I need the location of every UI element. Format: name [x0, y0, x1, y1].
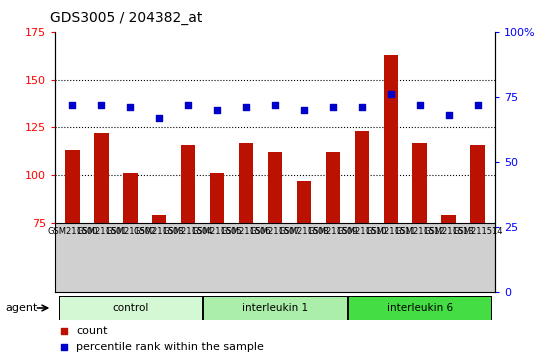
Bar: [268, 152, 282, 223]
Text: interleukin 6: interleukin 6: [387, 303, 453, 313]
Point: [213, 107, 222, 113]
Point: [328, 104, 337, 110]
Bar: [412, 143, 427, 223]
Point: [300, 107, 309, 113]
Bar: [181, 145, 195, 223]
Point: [241, 104, 250, 110]
Point: [184, 102, 192, 108]
Bar: [204, 296, 346, 320]
Point: [68, 102, 77, 108]
Point: [97, 102, 106, 108]
Text: agent: agent: [6, 303, 38, 313]
Bar: [123, 173, 138, 223]
Point: [444, 112, 453, 118]
Point: [415, 102, 424, 108]
Bar: [383, 55, 398, 223]
Bar: [94, 133, 108, 223]
Bar: [59, 296, 202, 320]
Bar: [470, 145, 485, 223]
Bar: [210, 173, 224, 223]
Bar: [152, 215, 167, 223]
Bar: [55, 223, 495, 292]
Bar: [65, 150, 80, 223]
Bar: [326, 152, 340, 223]
Point: [473, 102, 482, 108]
Bar: [296, 181, 311, 223]
Text: percentile rank within the sample: percentile rank within the sample: [76, 342, 264, 352]
Point: [350, 272, 359, 277]
Point: [358, 104, 366, 110]
Point: [271, 102, 279, 108]
Point: [155, 115, 163, 121]
Text: interleukin 1: interleukin 1: [242, 303, 308, 313]
Point: [350, 127, 359, 132]
Bar: [355, 131, 369, 223]
Text: GDS3005 / 204382_at: GDS3005 / 204382_at: [50, 11, 202, 25]
Text: count: count: [76, 326, 108, 336]
Bar: [442, 215, 456, 223]
Point: [387, 91, 395, 97]
Bar: [239, 143, 254, 223]
Text: control: control: [112, 303, 148, 313]
Bar: [348, 296, 491, 320]
Point: [126, 104, 135, 110]
